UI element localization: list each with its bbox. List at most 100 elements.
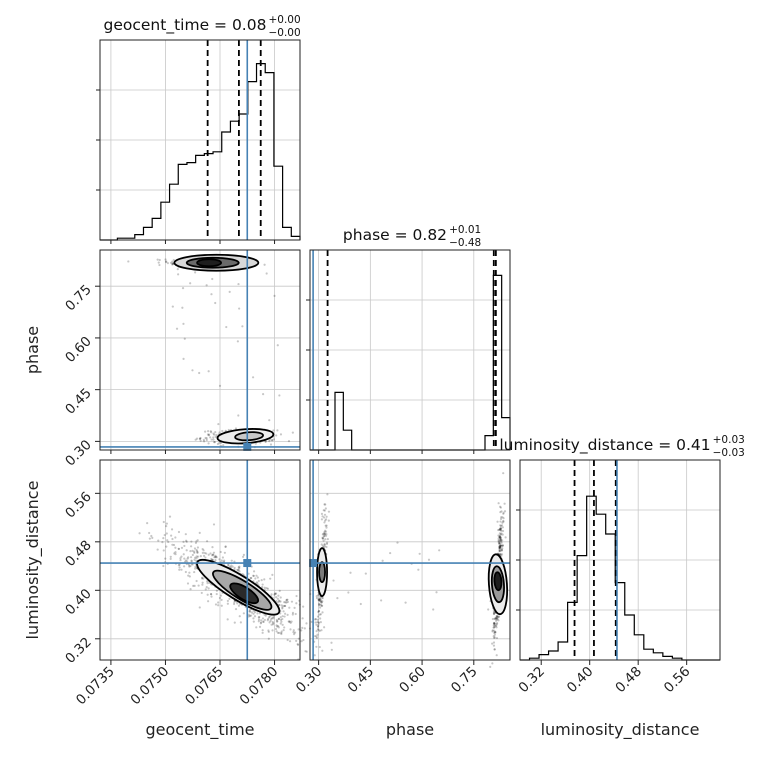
sample-point	[252, 570, 256, 573]
hist-panel-phase: phase = 0.82 +0.01−0.48	[309, 224, 511, 451]
sample-point	[263, 578, 266, 581]
sample-point	[200, 591, 203, 595]
sample-point	[380, 599, 383, 602]
panel-luminosity_distance-vs-phase	[309, 459, 511, 668]
panel-luminosity_distance-vs-geocent_time	[99, 459, 333, 661]
sample-point	[199, 437, 202, 440]
sample-point	[195, 557, 198, 560]
sample-point	[314, 621, 317, 624]
panel-frame	[99, 459, 301, 661]
sample-point	[499, 527, 502, 530]
panel-frame	[309, 459, 511, 661]
sample-point	[315, 630, 318, 633]
sample-point	[499, 545, 502, 548]
sample-point	[255, 581, 258, 584]
sample-point	[305, 622, 308, 625]
sample-point	[214, 431, 217, 434]
sample-point	[493, 626, 496, 629]
x-tick-label: 0.60	[396, 664, 429, 697]
panel-title: phase = 0.82	[343, 226, 447, 244]
sample-point	[295, 602, 298, 605]
sample-point	[276, 625, 279, 628]
sample-point	[318, 599, 321, 603]
sample-point	[193, 551, 196, 554]
sample-point	[499, 506, 502, 509]
sample-point	[279, 596, 282, 599]
sample-point	[189, 550, 192, 553]
sample-point	[257, 618, 261, 621]
sample-point	[247, 613, 251, 616]
sample-point	[325, 542, 329, 546]
sample-point	[204, 556, 207, 559]
sample-point	[323, 545, 326, 548]
sample-point	[211, 558, 215, 561]
sample-point	[226, 602, 229, 605]
sample-point	[194, 556, 197, 559]
sample-point	[492, 622, 496, 625]
sample-point	[286, 598, 289, 601]
sample-point	[319, 606, 322, 609]
sample-point	[261, 631, 264, 634]
sample-point	[162, 520, 165, 524]
sample-point	[323, 533, 326, 536]
sample-point	[264, 614, 267, 617]
sample-point	[501, 529, 505, 533]
sample-point	[283, 626, 286, 629]
sample-point	[314, 634, 317, 638]
sample-point	[501, 544, 504, 547]
sample-point	[499, 517, 503, 521]
sample-point	[184, 559, 188, 562]
sample-point	[320, 518, 323, 521]
sample-point	[182, 553, 185, 556]
panel-frame	[99, 249, 301, 451]
sample-point	[317, 621, 320, 624]
sample-point	[279, 616, 282, 619]
sample-point	[185, 539, 188, 542]
sample-point	[257, 616, 260, 619]
sample-point	[269, 443, 273, 446]
x-axis-label-luminosity_distance: luminosity_distance	[541, 720, 700, 740]
sample-point	[284, 612, 287, 615]
sample-point	[210, 438, 213, 441]
sample-point	[148, 531, 151, 535]
sample-point	[499, 539, 503, 542]
sample-point	[193, 550, 196, 553]
sample-point	[319, 599, 323, 602]
sample-point	[501, 516, 504, 519]
sample-point	[347, 591, 350, 594]
sample-point	[492, 612, 496, 616]
sample-point	[180, 555, 183, 558]
sample-point	[170, 534, 173, 537]
sample-point	[323, 509, 326, 512]
sample-point	[495, 618, 498, 621]
sample-point	[239, 621, 242, 624]
sample-point	[213, 441, 216, 444]
sample-point	[151, 536, 154, 539]
sample-point	[174, 553, 177, 556]
sample-point	[261, 585, 264, 589]
sample-point	[180, 546, 184, 549]
sample-point	[171, 543, 174, 546]
sample-point	[499, 546, 502, 549]
sample-point	[499, 547, 502, 550]
sample-point	[500, 529, 503, 532]
sample-point	[191, 553, 194, 557]
sample-point	[253, 615, 257, 618]
sample-point	[262, 620, 265, 623]
sample-point	[495, 636, 499, 640]
sample-point	[493, 617, 496, 620]
sample-point	[359, 602, 362, 606]
sample-point	[294, 612, 297, 616]
sample-point	[174, 536, 177, 539]
panel-title: geocent_time = 0.08	[104, 16, 267, 35]
sample-point	[314, 618, 317, 621]
sample-point	[316, 625, 320, 628]
sample-point	[290, 600, 294, 603]
sample-point	[218, 384, 222, 387]
sample-point	[280, 604, 283, 607]
sample-point	[187, 556, 190, 559]
sample-point	[267, 637, 270, 640]
sample-point	[498, 540, 501, 543]
sample-point	[319, 598, 322, 601]
sample-point	[497, 534, 500, 537]
